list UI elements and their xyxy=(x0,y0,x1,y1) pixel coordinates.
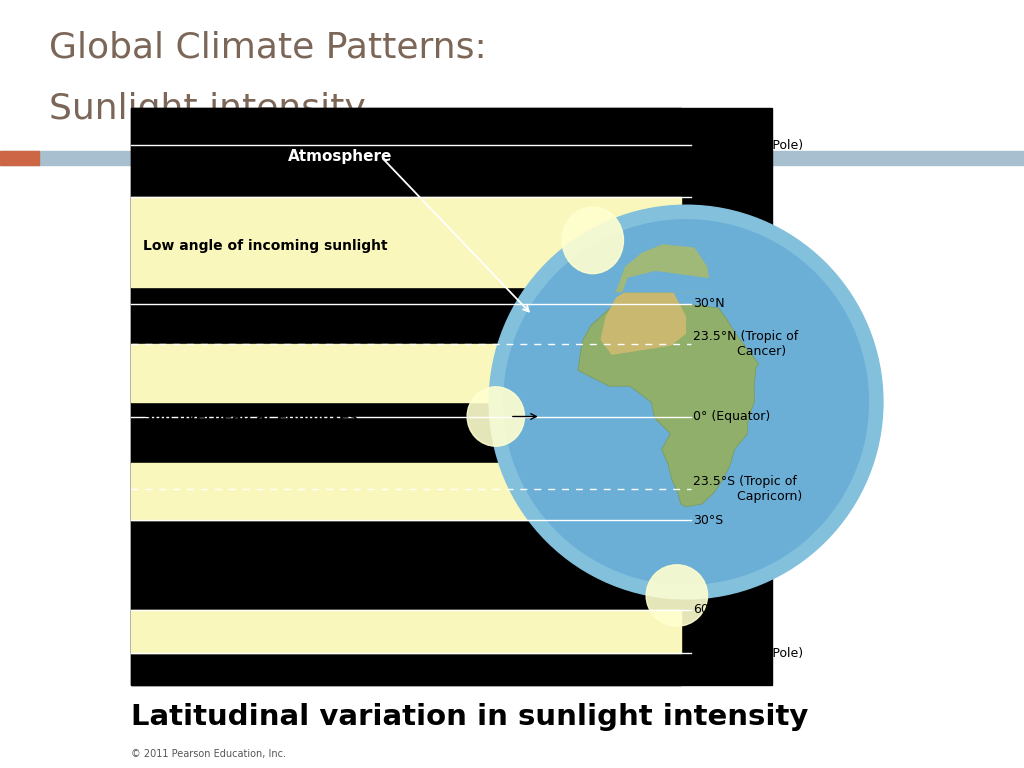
Polygon shape xyxy=(623,271,726,293)
Text: 0° (Equator): 0° (Equator) xyxy=(693,410,770,423)
Ellipse shape xyxy=(467,387,524,446)
Text: Latitudinal variation in sunlight intensity: Latitudinal variation in sunlight intens… xyxy=(131,703,808,730)
Bar xyxy=(131,344,681,402)
Ellipse shape xyxy=(646,564,708,626)
Text: Low angle of incoming sunlight: Low angle of incoming sunlight xyxy=(143,588,388,603)
Ellipse shape xyxy=(504,220,868,584)
Bar xyxy=(0,151,39,165)
Text: 30°N: 30°N xyxy=(693,297,725,310)
Text: Sun overhead at equinoxes: Sun overhead at equinoxes xyxy=(143,409,357,423)
Ellipse shape xyxy=(562,207,624,273)
Text: 60°N: 60°N xyxy=(693,190,725,204)
Polygon shape xyxy=(579,293,759,507)
Text: Sunlight intensity: Sunlight intensity xyxy=(49,92,366,126)
Bar xyxy=(131,197,681,286)
Ellipse shape xyxy=(489,205,883,599)
Bar xyxy=(0,151,1024,165)
Polygon shape xyxy=(600,293,686,355)
Text: 30°S: 30°S xyxy=(693,514,724,527)
Text: Atmosphere: Atmosphere xyxy=(288,149,392,164)
Polygon shape xyxy=(615,244,712,293)
Text: 60°S: 60°S xyxy=(693,604,724,617)
Text: 23.5°N (Tropic of
           Cancer): 23.5°N (Tropic of Cancer) xyxy=(693,330,799,359)
Text: © 2011 Pearson Education, Inc.: © 2011 Pearson Education, Inc. xyxy=(131,749,286,759)
Text: 23.5°S (Tropic of
           Capricorn): 23.5°S (Tropic of Capricorn) xyxy=(693,475,803,503)
Text: Global Climate Patterns:: Global Climate Patterns: xyxy=(49,31,486,65)
Bar xyxy=(131,462,681,521)
Bar xyxy=(131,108,681,685)
Bar xyxy=(131,610,681,654)
Text: Low angle of incoming sunlight: Low angle of incoming sunlight xyxy=(143,239,388,253)
Bar xyxy=(131,108,772,685)
Text: 90°S (South Pole): 90°S (South Pole) xyxy=(693,647,804,660)
Text: 90°N (North Pole): 90°N (North Pole) xyxy=(693,138,804,151)
